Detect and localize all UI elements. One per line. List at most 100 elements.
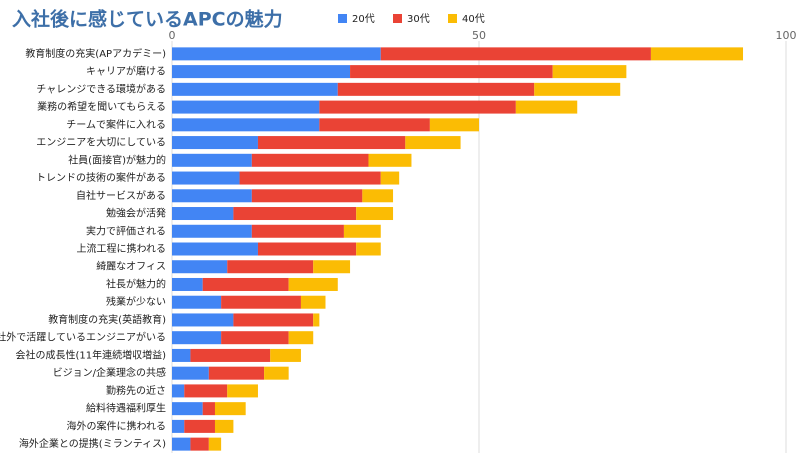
bar — [172, 136, 258, 150]
bar — [350, 65, 553, 79]
bar — [172, 366, 209, 380]
y-tick-label: 社員(面接官)が魅力的 — [68, 153, 166, 166]
y-tick-label: トレンドの技術の案件がある — [36, 171, 166, 184]
y-tick-label: 会社の成長性(11年連続増収増益) — [15, 348, 166, 361]
bar — [257, 242, 357, 256]
legend-swatch — [393, 14, 402, 23]
bar — [172, 47, 381, 61]
x-tick-label: 100 — [776, 29, 797, 42]
bar — [172, 82, 338, 96]
bar — [221, 331, 289, 345]
bar — [233, 207, 357, 221]
bar — [356, 242, 381, 256]
legend-swatch — [448, 14, 457, 23]
bar — [534, 82, 621, 96]
chart-title: 入社後に感じているAPCの魅力 — [12, 8, 283, 31]
bar — [172, 260, 228, 274]
bar — [208, 366, 265, 380]
bar — [172, 242, 258, 256]
bar — [172, 313, 234, 327]
legend-label: 20代 — [352, 13, 375, 25]
bar — [227, 260, 314, 274]
bar — [172, 171, 240, 185]
bar — [172, 207, 234, 221]
bar — [337, 82, 535, 96]
bar — [650, 47, 744, 61]
bar — [362, 189, 394, 203]
legend-label: 30代 — [407, 13, 430, 25]
bar — [172, 224, 252, 238]
y-tick-label: 社外で活躍しているエンジニアがいる — [0, 331, 166, 344]
y-tick-label: 教育制度の充実(APアカデミー) — [25, 47, 166, 60]
bar — [227, 384, 258, 398]
bar — [214, 402, 246, 416]
bar — [172, 384, 185, 398]
y-tick-label: 業務の希望を聞いてもらえる — [37, 100, 166, 113]
bar — [190, 348, 271, 362]
legend-swatch — [338, 14, 347, 23]
bar — [208, 437, 222, 451]
bar — [172, 153, 252, 167]
bar — [515, 100, 578, 114]
bar — [313, 313, 320, 327]
y-tick-label: キャリアが磨ける — [86, 65, 166, 78]
legend-label: 40代 — [462, 13, 485, 25]
bar — [172, 189, 252, 203]
bar — [172, 348, 191, 362]
bar — [172, 100, 320, 114]
y-tick-label: 教育制度の充実(英語教育) — [48, 313, 166, 326]
y-tick-label: 綺麗なオフィス — [96, 260, 166, 273]
y-tick-label: 給料待遇福利厚生 — [86, 402, 166, 415]
bar — [172, 331, 222, 345]
bar — [172, 65, 351, 79]
bar — [380, 171, 400, 185]
bar — [251, 224, 344, 238]
bar — [202, 402, 215, 416]
bar — [288, 277, 338, 291]
bar — [233, 313, 314, 327]
bar — [257, 136, 406, 150]
x-tick-label: 0 — [169, 29, 176, 42]
bar — [319, 118, 430, 132]
bar — [190, 437, 209, 451]
bar — [368, 153, 412, 167]
bar — [313, 260, 351, 274]
bar — [270, 348, 301, 362]
bar — [239, 171, 381, 185]
y-tick-label: 勤務先の近さ — [106, 384, 166, 397]
bar — [172, 402, 203, 416]
y-tick-label: ビジョン/企業理念の共感 — [53, 366, 166, 379]
bar — [264, 366, 289, 380]
bar — [202, 277, 289, 291]
bar — [172, 437, 191, 451]
y-tick-label: エンジニアを大切にしている — [36, 136, 166, 149]
y-tick-label: 上流工程に携われる — [77, 242, 167, 255]
bar — [172, 419, 185, 433]
bar — [405, 136, 461, 150]
bar — [172, 277, 203, 291]
bar — [214, 419, 234, 433]
bar — [221, 295, 301, 309]
y-tick-label: 勉強会が活発 — [106, 207, 166, 220]
bar — [172, 118, 320, 132]
bar — [251, 189, 363, 203]
x-tick-label: 50 — [472, 29, 486, 42]
bar — [343, 224, 381, 238]
bar — [356, 207, 394, 221]
bar — [184, 419, 215, 433]
bar — [288, 331, 314, 345]
y-tick-label: 社長が魅力的 — [106, 277, 166, 290]
bar — [184, 384, 228, 398]
bar — [319, 100, 516, 114]
y-tick-label: 実力で評価される — [86, 224, 166, 237]
bar — [552, 65, 627, 79]
bar — [429, 118, 479, 132]
y-tick-label: 海外の案件に携われる — [67, 419, 167, 432]
y-tick-label: チームで案件に入れる — [66, 118, 166, 131]
y-tick-label: 海外企業との提携(ミランティス) — [19, 437, 166, 450]
bar — [251, 153, 369, 167]
bar — [300, 295, 326, 309]
y-tick-label: 残業が少ない — [106, 295, 166, 308]
y-tick-label: 自社サービスがある — [76, 189, 166, 202]
